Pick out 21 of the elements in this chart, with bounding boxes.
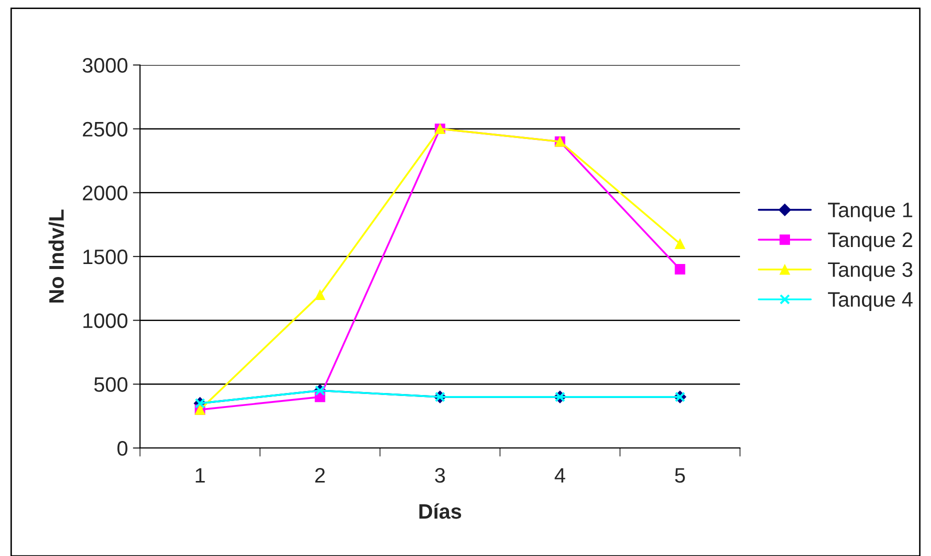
- y-tick-label: 500: [94, 377, 128, 392]
- y-tick-label: 3000: [82, 58, 128, 73]
- legend-label: Tanque 2: [828, 232, 912, 252]
- y-axis-title: No Indv/L: [48, 210, 64, 303]
- legend-label: Tanque 1: [828, 202, 912, 222]
- legend-label: Tanque 4: [828, 292, 913, 311]
- point: [674, 238, 686, 249]
- y-tick-label: 2000: [82, 186, 128, 200]
- point: [674, 264, 686, 274]
- point: [314, 290, 326, 300]
- y-tick-label: 0: [117, 441, 128, 456]
- x-tick-label: 4: [554, 468, 566, 483]
- x-axis-title: Días: [419, 503, 462, 519]
- legend-label: Tanque 3: [828, 262, 912, 282]
- x-tick-label: 2: [315, 468, 325, 483]
- y-tick-label: 1000: [83, 313, 128, 328]
- y-tick-label: 1500: [83, 250, 128, 264]
- x-tick-label: 3: [435, 468, 445, 483]
- x-tick-label: 5: [675, 468, 685, 483]
- y-tick-label: 2500: [82, 122, 128, 137]
- x-tick-label: 1: [196, 468, 205, 483]
